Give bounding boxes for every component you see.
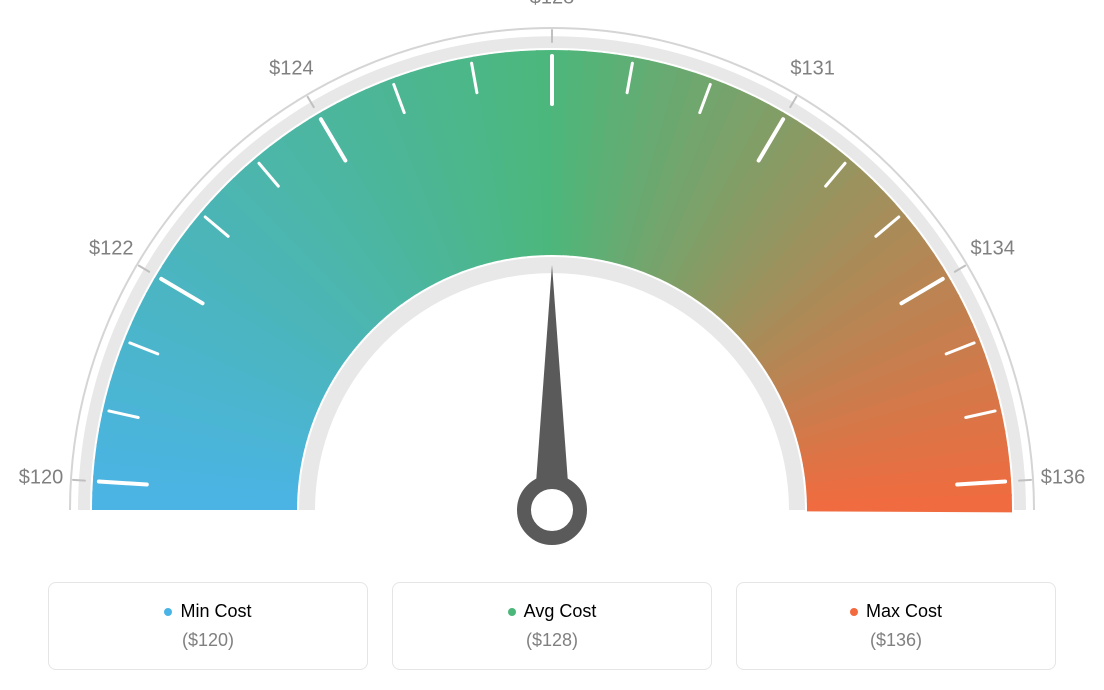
legend-dot-min — [164, 608, 172, 616]
legend-dot-avg — [508, 608, 516, 616]
tick-label: $128 — [530, 0, 575, 10]
legend-value-avg: ($128) — [417, 630, 687, 651]
tick-label: $134 — [970, 238, 1015, 261]
gauge-chart-container: $120 $122 $124 $128 $131 $134 $136 Min Cost ($… — [0, 0, 1104, 690]
tick-label: $124 — [269, 58, 314, 81]
legend-value-min: ($120) — [73, 630, 343, 651]
tick-label: $131 — [790, 58, 835, 81]
gauge-area: $120 $122 $124 $128 $131 $134 $136 — [0, 0, 1104, 560]
legend-card-avg: Avg Cost ($128) — [392, 582, 712, 670]
legend-label-text: Max Cost — [866, 601, 942, 622]
legend-card-max: Max Cost ($136) — [736, 582, 1056, 670]
legend-label-max: Max Cost — [850, 601, 942, 622]
legend-label-text: Avg Cost — [524, 601, 597, 622]
legend-label-min: Min Cost — [164, 601, 251, 622]
legend-dot-max — [850, 608, 858, 616]
tick-label: $120 — [19, 466, 64, 489]
legend-label-text: Min Cost — [180, 601, 251, 622]
legend-value-max: ($136) — [761, 630, 1031, 651]
gauge-svg — [0, 0, 1104, 560]
tick-label: $136 — [1041, 466, 1086, 489]
tick-label: $122 — [89, 238, 134, 261]
legend-area: Min Cost ($120) Avg Cost ($128) Max Cost… — [0, 582, 1104, 670]
legend-card-min: Min Cost ($120) — [48, 582, 368, 670]
legend-label-avg: Avg Cost — [508, 601, 597, 622]
